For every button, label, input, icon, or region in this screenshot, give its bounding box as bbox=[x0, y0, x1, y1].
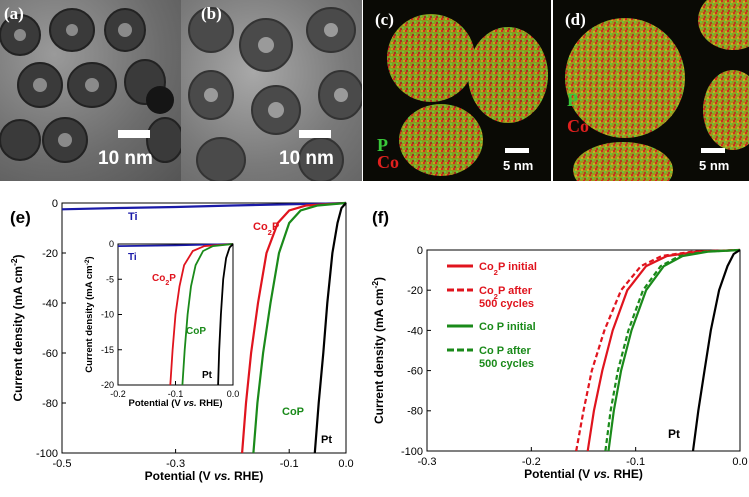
f-x-axis-label: Potential (V vs. RHE) bbox=[524, 467, 643, 481]
f-x-tick-label: 0.0 bbox=[732, 456, 747, 468]
f-y-tick-label: -60 bbox=[407, 365, 423, 377]
inset-y-axis-label: Current density (mA cm-2) bbox=[84, 256, 96, 372]
panel-label-d: (d) bbox=[565, 10, 586, 29]
inset-x-axis-label: Potential (V vs. RHE) bbox=[129, 398, 223, 409]
panel-label-e: (e) bbox=[10, 208, 31, 227]
e-y-tick-label: -100 bbox=[36, 448, 58, 460]
f-series-line bbox=[604, 248, 741, 452]
scale-label-a: 10 nm bbox=[98, 148, 153, 169]
f-y-axis-label: Current density (mA cm-2) bbox=[370, 277, 386, 424]
element-label-p-d: P bbox=[567, 90, 578, 110]
f-legend-label-line2: 500 cycles bbox=[479, 358, 534, 370]
f-legend-label: Co2P initial bbox=[479, 261, 537, 277]
inset-x-tick-label: 0.0 bbox=[227, 389, 240, 399]
eds-map-d: (d) P Co 5 nm bbox=[553, 0, 749, 181]
f-legend-label: Co P after bbox=[479, 345, 531, 357]
e-x-axis-label: Potential (V vs. RHE) bbox=[145, 469, 264, 483]
f-y-tick-label: 0 bbox=[417, 245, 423, 257]
e-series-line-cop bbox=[252, 201, 347, 454]
scale-bar-a bbox=[118, 130, 150, 138]
scale-bar-b bbox=[299, 130, 331, 138]
inset-y-tick-label: -10 bbox=[101, 310, 114, 320]
inset-y-tick-label: 0 bbox=[109, 239, 114, 249]
inset-series-line-cop bbox=[181, 243, 234, 386]
inset-y-tick-label: -5 bbox=[106, 274, 114, 284]
e-series-label: Co2P bbox=[253, 221, 279, 237]
scale-bar-c bbox=[505, 148, 529, 153]
e-series-label: Pt bbox=[321, 434, 332, 446]
f-series-label: Pt bbox=[668, 427, 680, 441]
scale-label-c: 5 nm bbox=[503, 158, 534, 173]
polarization-charts: (e) (f) -0.5 -0.3 -0.1 0.00-20-40-60-80-100… bbox=[9, 198, 748, 483]
e-x-tick-label: 0.0 bbox=[338, 458, 353, 470]
e-y-tick-label: -60 bbox=[42, 348, 58, 360]
element-label-co-c: Co bbox=[377, 152, 399, 172]
inset-series-label: Pt bbox=[202, 370, 213, 381]
f-y-tick-label: -100 bbox=[401, 446, 423, 458]
panel-label-b: (b) bbox=[201, 4, 222, 23]
inset-series-label: CoP bbox=[186, 326, 206, 337]
nanoparticles-a bbox=[0, 8, 181, 163]
e-y-tick-label: 0 bbox=[52, 198, 58, 210]
chart-f: -0.3 -0.2 -0.1 0.0 0 -20 -40 -60 -80 -100 Potentia… bbox=[370, 245, 748, 481]
f-x-tick-label: -0.1 bbox=[626, 456, 645, 468]
panel-label-f: (f) bbox=[372, 208, 389, 227]
e-y-tick-label: -80 bbox=[42, 398, 58, 410]
inset-series-label: Co2P bbox=[152, 273, 176, 287]
e-y-tick-label: -20 bbox=[42, 248, 58, 260]
eds-particles-d bbox=[565, 0, 749, 181]
panel-label-a: (a) bbox=[4, 4, 24, 23]
e-series-line-pt bbox=[313, 202, 347, 454]
e-y-tick-label: -40 bbox=[42, 298, 58, 310]
chart-e-inset: -0.2 -0.1 0.0 0 -5 -10 -15 -20 Potential (V vs. … bbox=[84, 239, 240, 409]
f-series-line bbox=[691, 249, 741, 452]
e-x-tick-label: -0.3 bbox=[166, 458, 185, 470]
inset-series-line-co2p bbox=[169, 243, 234, 386]
eds-particles-c bbox=[387, 14, 548, 176]
inset-x-tick-label: -0.2 bbox=[110, 389, 126, 399]
e-y-axis-label: Current density (mA cm-2) bbox=[9, 254, 25, 401]
element-label-co-d: Co bbox=[567, 116, 589, 136]
f-y-tick-label: -80 bbox=[407, 406, 423, 418]
f-y-tick-label: -20 bbox=[407, 285, 423, 297]
f-x-tick-label: -0.2 bbox=[522, 456, 541, 468]
nanoparticles-b bbox=[188, 7, 362, 181]
f-series-line bbox=[607, 248, 741, 452]
f-legend-label: Co P initial bbox=[479, 321, 536, 333]
scale-label-b: 10 nm bbox=[279, 148, 334, 169]
eds-map-c: (c) P Co 5 nm bbox=[363, 0, 551, 181]
e-series-label: Ti bbox=[128, 211, 138, 223]
tem-image-b: (b) 10 nm bbox=[181, 0, 362, 181]
element-label-p-c: P bbox=[377, 135, 388, 155]
tem-image-a: (a) 10 nm bbox=[0, 0, 181, 181]
f-plot-frame bbox=[426, 249, 741, 452]
scale-label-d: 5 nm bbox=[699, 158, 730, 173]
e-series-label: CoP bbox=[282, 406, 304, 418]
f-legend-label: Co2P after bbox=[479, 285, 533, 301]
inset-series-label: Ti bbox=[128, 252, 137, 263]
f-legend-label-line2: 500 cycles bbox=[479, 298, 534, 310]
f-y-tick-label: -40 bbox=[407, 325, 423, 337]
e-series-line-co2p bbox=[241, 201, 347, 454]
inset-x-tick-label: -0.1 bbox=[168, 389, 184, 399]
inset-series-line-pt bbox=[217, 243, 234, 386]
e-x-tick-label: -0.5 bbox=[53, 458, 72, 470]
f-x-tick-label: -0.3 bbox=[418, 456, 437, 468]
inset-y-tick-label: -15 bbox=[101, 345, 114, 355]
inset-series-line-ti bbox=[117, 243, 234, 247]
scale-bar-d bbox=[701, 148, 725, 153]
inset-y-tick-label: -20 bbox=[101, 380, 114, 390]
e-x-tick-label: -0.1 bbox=[280, 458, 299, 470]
panel-label-c: (c) bbox=[375, 10, 394, 29]
f-series-line bbox=[575, 248, 741, 452]
